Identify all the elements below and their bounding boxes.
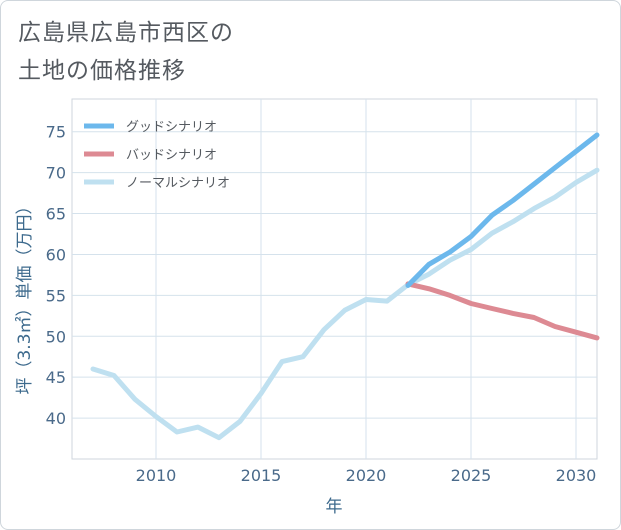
good-scenario-line	[405, 132, 600, 288]
legend-normal-scenario-label: ノーマルシナリオ	[126, 176, 230, 191]
series-lines	[90, 132, 600, 441]
chart-title: 広島県広島市西区の 土地の価格推移	[18, 14, 234, 90]
y-tick-label: 70	[46, 164, 66, 183]
y-axis-ticks: 40 45 50 55 60 65 70 75	[46, 123, 66, 428]
x-tick-label: 2025	[451, 466, 492, 485]
normal-scenario-line	[90, 167, 600, 441]
legend-good-scenario-label: グッドシナリオ	[126, 120, 217, 135]
x-tick-label: 2020	[346, 466, 387, 485]
x-axis-ticks: 2010 2015 2020 2025 2030	[136, 466, 597, 485]
y-tick-label: 60	[46, 245, 66, 264]
y-tick-label: 65	[46, 205, 66, 224]
y-tick-label: 45	[46, 368, 66, 387]
x-tick-label: 2015	[241, 466, 282, 485]
x-tick-label: 2010	[136, 466, 177, 485]
y-tick-label: 40	[46, 409, 66, 428]
x-tick-label: 2030	[556, 466, 597, 485]
x-axis-label: 年	[326, 497, 343, 517]
plot-area	[71, 98, 598, 460]
bad-scenario-line	[405, 281, 600, 341]
y-tick-label: 50	[46, 327, 66, 346]
grid-lines	[72, 99, 597, 459]
chart-title-line-1: 広島県広島市西区の	[18, 20, 234, 46]
y-tick-label: 75	[46, 123, 66, 142]
legend-bad-scenario-label: バッドシナリオ	[126, 148, 217, 163]
y-tick-label: 55	[46, 286, 66, 305]
y-axis-label: 坪（3.3㎡）単価（万円）	[15, 197, 35, 394]
chart-title-line-2: 土地の価格推移	[18, 58, 186, 84]
